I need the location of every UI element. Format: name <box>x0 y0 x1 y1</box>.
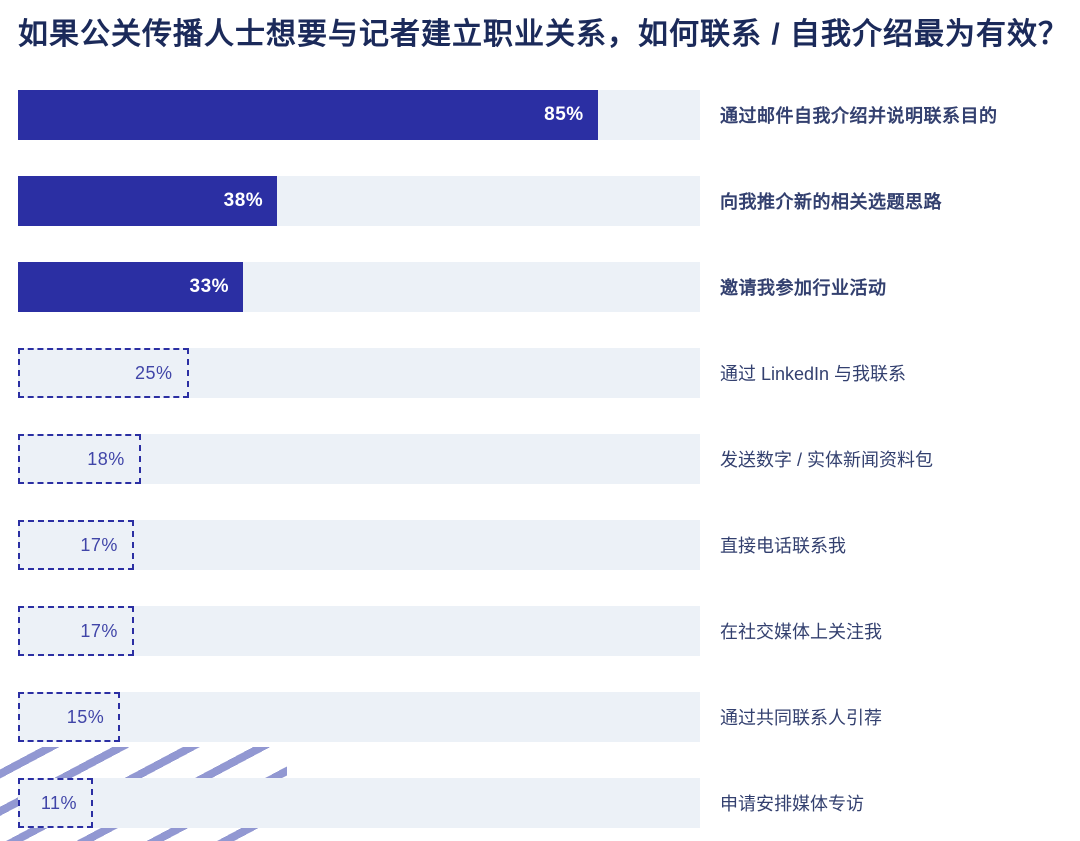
bar-value-label: 85% <box>544 104 584 125</box>
bar-track: 25% <box>18 348 700 398</box>
chart-title: 如果公关传播人士想要与记者建立职业关系，如何联系 / 自我介绍最为有效？ <box>18 18 1070 51</box>
bar: 85% <box>18 90 598 140</box>
chart-row: 17% 直接电话联系我 <box>18 520 1080 570</box>
bar-value-label: 38% <box>223 190 264 211</box>
chart-row: 38% 向我推介新的相关选题思路 <box>18 176 1080 226</box>
bar: 15% <box>18 692 121 742</box>
bar-track: 15% <box>18 692 700 742</box>
category-label: 在社交媒体上关注我 <box>720 622 882 642</box>
bar-track: 18% <box>18 434 700 484</box>
bar: 38% <box>18 176 278 226</box>
bar: 25% <box>18 348 189 398</box>
category-label: 通过 LinkedIn 与我联系 <box>720 364 907 384</box>
bar-track: 17% <box>18 606 700 656</box>
category-label: 发送数字 / 实体新闻资料包 <box>720 450 934 470</box>
bar-value-label: 15% <box>66 706 105 727</box>
category-label: 直接电话联系我 <box>720 536 846 556</box>
chart-row: 15% 通过共同联系人引荐 <box>18 692 1080 742</box>
category-label: 通过共同联系人引荐 <box>720 708 882 728</box>
category-label: 邀请我参加行业活动 <box>720 278 887 298</box>
category-label: 向我推介新的相关选题思路 <box>720 192 942 212</box>
bar-value-label: 18% <box>87 448 125 469</box>
bar: 17% <box>18 520 134 570</box>
bar-track: 38% <box>18 176 700 226</box>
bar-chart: 85% 通过邮件自我介绍并说明联系目的 38% 向我推介新的相关选题思路 33%… <box>18 90 1080 828</box>
bar-value-label: 25% <box>134 362 173 383</box>
bar-track: 17% <box>18 520 700 570</box>
chart-row: 18% 发送数字 / 实体新闻资料包 <box>18 434 1080 484</box>
bar: 18% <box>18 434 141 484</box>
chart-row: 25% 通过 LinkedIn 与我联系 <box>18 348 1080 398</box>
chart-row: 85% 通过邮件自我介绍并说明联系目的 <box>18 90 1080 140</box>
category-label: 申请安排媒体专访 <box>720 794 864 814</box>
bar-value-label: 33% <box>189 276 230 297</box>
bar-track: 85% <box>18 90 700 140</box>
chart-row: 17% 在社交媒体上关注我 <box>18 606 1080 656</box>
bar-value-label: 11% <box>40 792 78 813</box>
bar-value-label: 17% <box>80 620 118 641</box>
bar: 33% <box>18 262 244 312</box>
bar-value-label: 17% <box>80 534 118 555</box>
category-label: 通过邮件自我介绍并说明联系目的 <box>720 106 998 126</box>
bar-track: 11% <box>18 778 700 828</box>
bar-track: 33% <box>18 262 700 312</box>
bar: 11% <box>18 778 94 828</box>
chart-row: 33% 邀请我参加行业活动 <box>18 262 1080 312</box>
bar: 17% <box>18 606 134 656</box>
chart-row: 11% 申请安排媒体专访 <box>18 778 1080 828</box>
